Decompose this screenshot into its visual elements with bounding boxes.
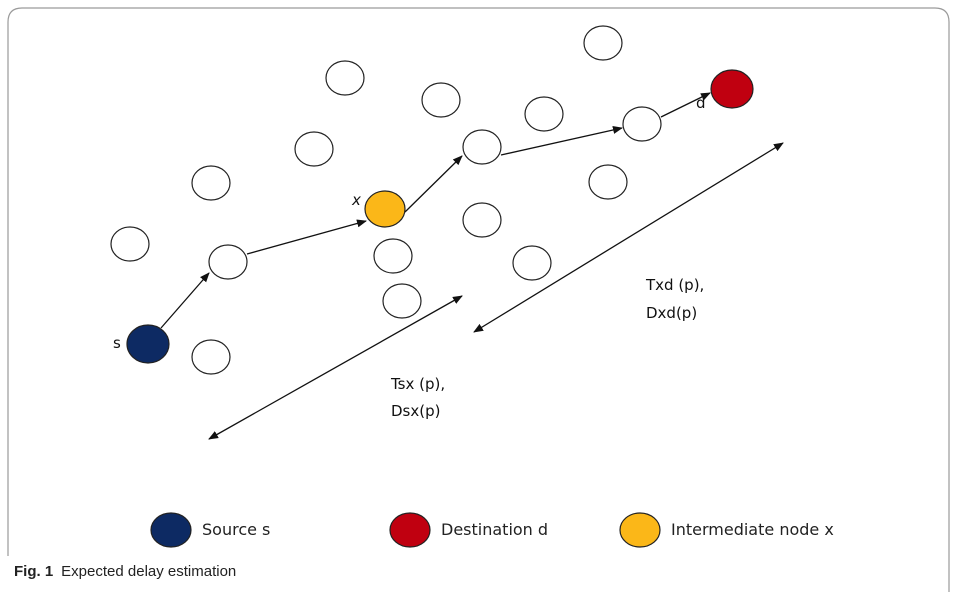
node [294,131,334,167]
destination-node [710,69,754,109]
intermediate-node [364,190,406,228]
route-arrow [660,92,711,118]
node [622,106,662,142]
delay-arrow-sx [208,295,463,440]
node [191,165,231,201]
figure-caption: Fig. 1 Expected delay estimation [14,563,236,580]
legend-source-label: Source s [202,520,270,539]
figure-border [7,7,950,592]
delay-arrow-xd [473,142,784,333]
annotation-sx-line1: Tsx (p), [390,375,445,393]
node [583,25,623,61]
node [191,339,231,375]
node [524,96,564,132]
node [421,82,461,118]
annotation-sx-line2: Dsx(p) [391,402,440,420]
intermediate-node-label: x [351,191,361,209]
legend: Source s Destination d Intermediate node… [150,512,834,548]
route-arrow [404,155,463,213]
route-arrow [246,219,367,255]
node [208,244,248,280]
delay-arrows [208,142,784,440]
source-node-label: s [113,334,121,352]
node [325,60,365,96]
destination-node-label: d [696,94,706,112]
node [462,202,502,238]
node [462,129,502,165]
source-node [126,324,170,364]
annotation-xd-line2: Dxd(p) [646,304,697,322]
node [512,245,552,281]
route-arrow [160,272,210,329]
node [373,238,413,274]
node [588,164,628,200]
legend-source-swatch [150,512,192,548]
legend-intermediate-swatch [619,512,661,548]
legend-intermediate-label: Intermediate node x [671,520,834,539]
route-arrow [500,126,623,156]
legend-destination-swatch [389,512,431,548]
node [110,226,150,262]
figure-caption-label: Fig. 1 [14,563,54,580]
figure-caption-text: Expected delay estimation [61,563,237,580]
annotation-xd-line1: Txd (p), [645,276,704,294]
legend-destination-label: Destination d [441,520,548,539]
node [382,283,422,319]
